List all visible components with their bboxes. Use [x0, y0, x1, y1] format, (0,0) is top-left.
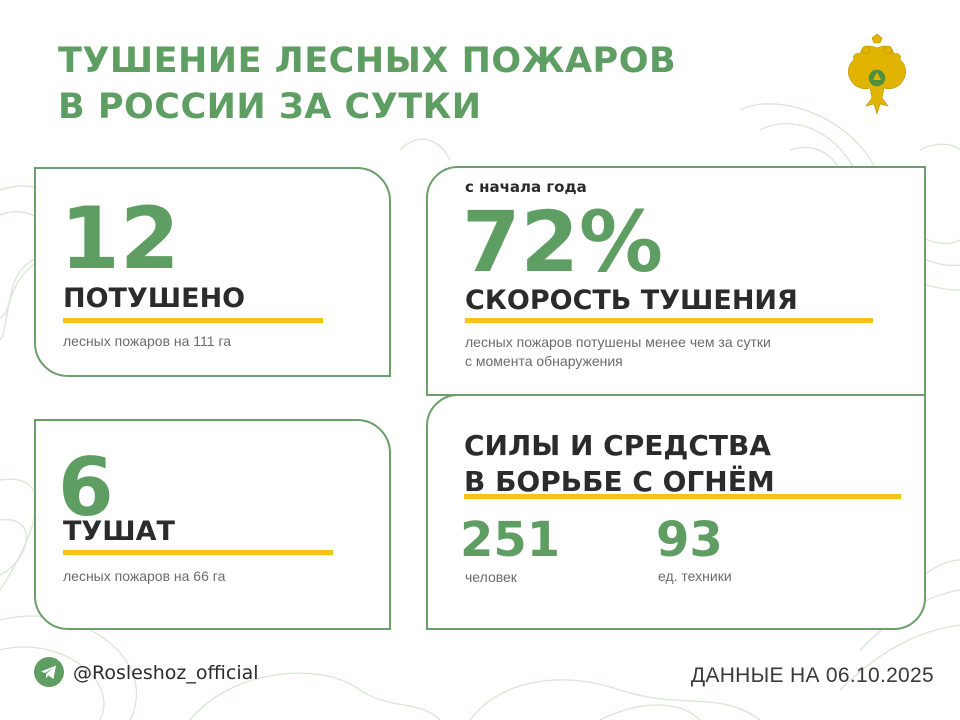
speed-card — [426, 166, 926, 396]
speed-detail-line-2: с момента обнаружения — [465, 353, 623, 369]
active-detail: лесных пожаров на 66 га — [63, 568, 226, 584]
telegram-icon[interactable] — [34, 657, 64, 687]
forces-heading: СИЛЫ И СРЕДСТВА В БОРЬБЕ С ОГНЁМ — [464, 428, 775, 500]
extinguished-card — [34, 167, 391, 377]
active-fires-card — [34, 419, 391, 630]
page-title: ТУШЕНИЕ ЛЕСНЫХ ПОЖАРОВ В РОССИИ ЗА СУТКИ — [58, 38, 676, 130]
forces-heading-line-2: В БОРЬБЕ С ОГНЁМ — [464, 465, 775, 498]
extinguished-label: ПОТУШЕНО — [63, 283, 246, 314]
speed-detail: лесных пожаров потушены менее чем за сут… — [465, 333, 771, 371]
speed-detail-line-1: лесных пожаров потушены менее чем за сут… — [465, 334, 771, 350]
equipment-count: 93 — [656, 512, 723, 568]
extinguished-count: 12 — [60, 189, 180, 289]
active-underline — [63, 550, 333, 555]
active-label: ТУШАТ — [63, 516, 175, 547]
social-handle-link[interactable]: @Rosleshoz_official — [73, 662, 259, 684]
active-count: 6 — [58, 441, 114, 534]
speed-label: СКОРОСТЬ ТУШЕНИЯ — [465, 285, 798, 316]
speed-caption: с начала года — [465, 178, 587, 196]
title-line-1: ТУШЕНИЕ ЛЕСНЫХ ПОЖАРОВ — [58, 41, 677, 81]
speed-percent: 72% — [462, 193, 664, 291]
equipment-label: ед. техники — [658, 568, 732, 584]
title-line-2: В РОССИИ ЗА СУТКИ — [58, 87, 482, 127]
extinguished-detail: лесных пожаров на 111 га — [63, 333, 232, 349]
double-headed-eagle-emblem — [848, 34, 906, 116]
forces-underline — [464, 494, 901, 499]
data-date: ДАННЫЕ НА 06.10.2025 — [690, 664, 934, 687]
extinguished-underline — [63, 318, 323, 323]
forces-heading-line-1: СИЛЫ И СРЕДСТВА — [464, 429, 771, 462]
speed-underline — [465, 318, 873, 323]
people-count: 251 — [460, 512, 561, 568]
people-label: человек — [465, 569, 517, 585]
forces-card — [426, 394, 926, 630]
